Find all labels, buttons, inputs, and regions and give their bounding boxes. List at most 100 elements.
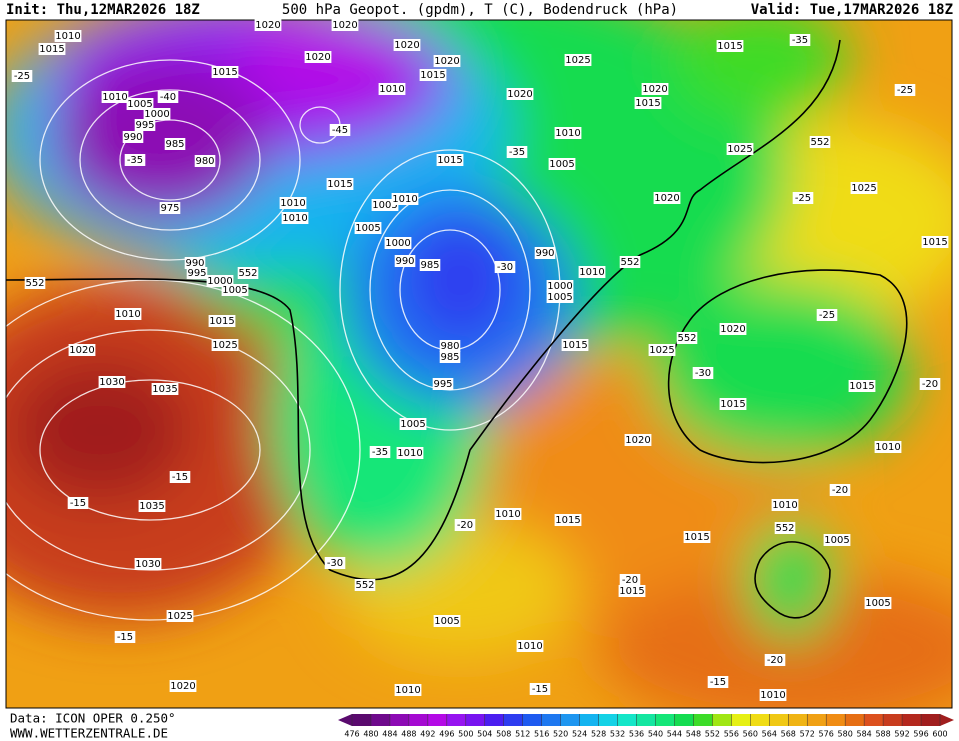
website: WWW.WETTERZENTRALE.DE [10,726,168,741]
label-box [683,531,711,543]
label-box [436,154,464,166]
colorbar-cell [598,714,619,726]
label-box [11,70,33,82]
colorbar-tick-label: 516 [534,730,549,739]
colorbar-cell [579,714,600,726]
map-label: 1020 [69,345,94,356]
colorbar-arrow-high [940,714,954,726]
map-label: 990 [535,248,554,259]
label-box [432,378,454,390]
colorbar-cell [655,714,675,726]
colorbar-tick-label: 512 [515,730,530,739]
map-label: 1000 [547,281,572,292]
label-box [114,308,142,320]
map-label: 552 [810,137,829,148]
label-box [554,127,582,139]
colorbar-cell [845,714,865,726]
label-box [134,558,162,570]
map-label: 552 [25,278,44,289]
label-box [208,315,236,327]
map-label: 990 [123,132,142,143]
colorbar-tick-label: 544 [667,730,682,739]
label-box [561,339,589,351]
label-box [554,514,582,526]
label-box [157,91,179,103]
map-label: 975 [160,203,179,214]
label-box [304,51,332,63]
label-box [921,236,949,248]
map-label: -35 [372,447,388,458]
map-label: 1010 [495,509,520,520]
colorbar-tick-label: 596 [913,730,928,739]
label-box [164,138,186,150]
colorbar-tick-label: 568 [781,730,796,739]
label-box [719,398,747,410]
label-box [354,579,376,591]
map-label: 1005 [372,200,397,211]
map-label: 1020 [625,435,650,446]
label-box [143,108,171,120]
map-label: 1020 [434,56,459,67]
label-box [419,259,441,271]
map-label: -45 [332,125,348,136]
colorbar-cell [560,714,581,726]
label-box [439,340,461,352]
map-label: 1005 [400,419,425,430]
colorbar-tick-label: 496 [439,730,454,739]
map-label: 990 [395,256,414,267]
valid-time: Valid: Tue,17MAR2026 18Z [751,2,953,18]
label-box [529,683,551,695]
label-box [809,136,831,148]
label-box [726,143,754,155]
colorbar-tick-label: 504 [477,730,492,739]
map-label: -15 [70,498,86,509]
map-label: 1025 [212,340,237,351]
label-box [771,499,799,511]
label-box [823,534,851,546]
label-box [433,615,461,627]
label-box [68,344,96,356]
label-box [166,610,194,622]
map-label: 1010 [555,128,580,139]
label-box [326,178,354,190]
colorbar-cell [636,714,656,726]
colorbar-tick-label: 476 [344,730,359,739]
map-label: 1015 [562,340,587,351]
map-label: -25 [819,310,835,321]
colorbar-cell [541,714,562,726]
label-box [719,323,747,335]
label-box [433,55,461,67]
map-label: 1005 [355,223,380,234]
map-label: 1010 [875,442,900,453]
label-box [134,119,156,131]
map-label: -30 [497,262,513,273]
label-box [394,684,422,696]
map-label: 1000 [385,238,410,249]
map-title: 500 hPa Geopot. (gpdm), T (C), Bodendruc… [282,2,678,18]
label-box [789,34,811,46]
colorbar-tick-label: 556 [724,730,739,739]
label-box [454,519,476,531]
map-label: -40 [160,92,176,103]
label-box [764,654,786,666]
map-label: -35 [509,147,525,158]
label-box [281,212,309,224]
map-label: 1015 [717,41,742,52]
colorbar-cell [427,714,448,726]
label-box [98,376,126,388]
colorbar-tick-label: 572 [800,730,815,739]
label-box [648,344,676,356]
contour-552 [6,39,908,619]
label-box [393,39,421,51]
map-label: 1000 [207,276,232,287]
label-box [126,98,154,110]
map-label: -25 [795,193,811,204]
colorbar-tick-label: 532 [610,730,625,739]
map-label: 552 [238,268,257,279]
map-label: -20 [922,379,938,390]
colorbar-cell [408,714,429,726]
colorbar-cell [750,714,770,726]
label-box [24,277,46,289]
label-box [792,192,814,204]
colorbar-cell [921,714,941,726]
